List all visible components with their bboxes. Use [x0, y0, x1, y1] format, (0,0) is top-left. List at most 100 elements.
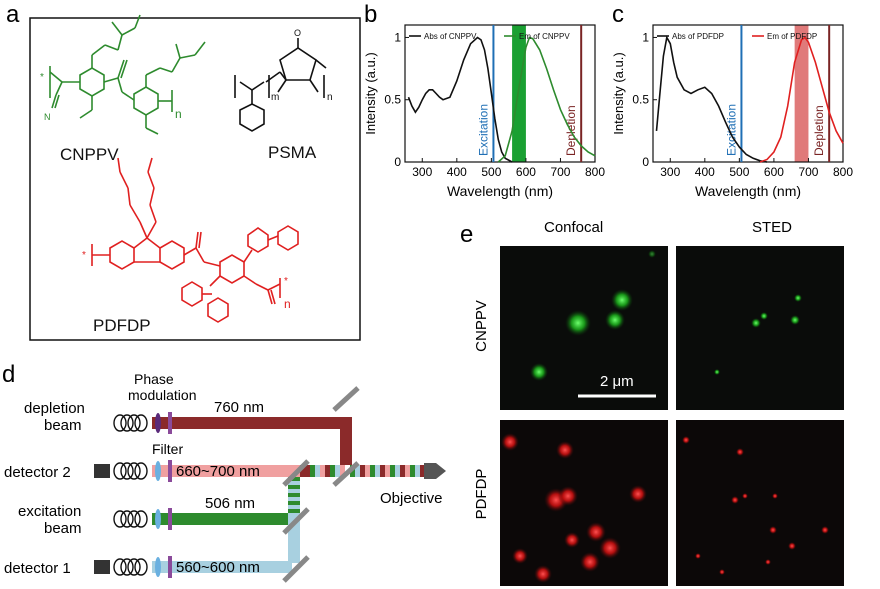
cnppv-structure: [49, 14, 206, 135]
legend-entry: Abs of CNPPV: [424, 32, 477, 41]
x-tick-label: 800: [585, 165, 605, 179]
excitation-beam-path: [152, 513, 292, 525]
dichroic-detector2: [282, 459, 310, 487]
image-sted-cnppv: [676, 246, 844, 410]
spots-sted-cnppv: [714, 294, 802, 375]
legend-entry: Em of CNPPV: [519, 32, 570, 41]
cnppv-nitrile-n: N: [44, 112, 51, 122]
detector1-box: [94, 560, 110, 574]
filter-detector1: [168, 556, 172, 578]
detector2-box: [94, 464, 110, 478]
fiber-coil-depletion: [113, 414, 148, 432]
detector1-beam-vertical-low: [288, 519, 300, 563]
x-tick-label: 500: [481, 165, 501, 179]
x-tick-label: 400: [447, 165, 467, 179]
filter-detector2: [168, 460, 172, 482]
pdfdp-structure: [91, 157, 299, 323]
y-tick-label: 1: [394, 30, 401, 44]
marker-label: Detection: [795, 105, 809, 156]
x-tick-label: 600: [516, 165, 536, 179]
pdfdp-label: PDFDP: [93, 316, 151, 335]
panel-letter-b: b: [364, 1, 377, 28]
pdfdp-subscript-n: n: [284, 297, 291, 311]
phase-plate: [155, 413, 161, 433]
psma-n: n: [327, 92, 333, 103]
mirror-detector1: [282, 555, 310, 583]
pdfdp-star-left: *: [82, 250, 86, 261]
plot-frame: [404, 24, 596, 163]
plot-frame: [652, 24, 844, 163]
marker-label: Detection: [512, 105, 526, 156]
filter-excitation: [168, 508, 172, 530]
mirror-depletion: [332, 386, 360, 412]
fiber-coil-excitation: [113, 510, 148, 528]
scale-bar-label: 2 μm: [600, 373, 634, 390]
series-line: [759, 36, 844, 163]
psma-label: PSMA: [268, 143, 317, 162]
y-tick-label: 1: [642, 30, 649, 44]
excitation-label-line2: beam: [44, 520, 82, 537]
x-axis-label: Wavelength (nm): [447, 183, 553, 199]
objective-lens: [424, 463, 446, 479]
wavelength-506: 506 nm: [205, 495, 255, 512]
excitation-label-line1: excitation: [18, 503, 81, 520]
series-line: [497, 36, 596, 163]
cnppv-star: *: [40, 72, 44, 83]
marker-label: Excitation: [476, 104, 490, 156]
x-tick-label: 800: [833, 165, 853, 179]
y-tick-label: 0: [394, 155, 401, 169]
legend-entry: Em of PDFDP: [767, 32, 817, 41]
y-axis-label: Intensity (a.u.): [363, 52, 378, 134]
series-line: [407, 36, 513, 163]
x-tick-label: 300: [412, 165, 432, 179]
detection-band: [512, 25, 526, 162]
depletion-label-line2: beam: [44, 417, 82, 434]
chart-c: Excitation Detection Depletion Abs of PDFDP…: [611, 24, 853, 199]
detection-band: [794, 25, 809, 162]
x-tick-label: 300: [660, 165, 680, 179]
filter-label: Filter: [152, 441, 183, 457]
detector1-beam-path: [152, 561, 292, 573]
pdfdp-star-right: *: [284, 276, 288, 287]
x-tick-label: 700: [798, 165, 818, 179]
confocal-label: Confocal: [544, 219, 603, 236]
wavelength-560-600: 560~600 nm: [176, 559, 260, 576]
detector2-label: detector 2: [4, 464, 71, 481]
panel-letter-e: e: [460, 221, 473, 248]
cnppv-label: CNPPV: [60, 145, 119, 164]
series-line: [655, 35, 768, 163]
filter-depletion: [168, 412, 172, 434]
legend-entry: Abs of PDFDP: [672, 32, 724, 41]
cnppv-subscript-n: n: [175, 107, 182, 121]
panel-letter-d: d: [2, 361, 15, 388]
x-tick-label: 600: [764, 165, 784, 179]
wavelength-660-700: 660~700 nm: [176, 463, 260, 480]
lens-excitation: [155, 509, 161, 529]
depletion-label-line1: depletion: [24, 400, 85, 417]
psma-oxygen: O: [294, 28, 301, 38]
y-tick-label: 0.5: [632, 93, 649, 107]
sted-label: STED: [752, 219, 792, 236]
row-label-cnppv: CNPPV: [473, 300, 490, 352]
psma-structure: [234, 38, 327, 132]
depletion-beam-path: [152, 417, 352, 429]
combined-beam: [300, 465, 425, 477]
phase-label-line1: Phase: [134, 371, 174, 387]
lens-detector1: [155, 557, 161, 577]
panel-a-frame: [29, 17, 361, 341]
phase-label-line2: modulation: [128, 387, 197, 403]
detector1-label: detector 1: [4, 560, 71, 577]
x-tick-label: 700: [550, 165, 570, 179]
spots-confocal-cnppv: [530, 250, 656, 381]
panel-letter-c: c: [612, 1, 624, 28]
dichroic-depletion: [332, 461, 360, 487]
x-tick-label: 400: [695, 165, 715, 179]
spots-sted-pdfdp: [682, 436, 829, 575]
fiber-coil-detector1: [113, 558, 148, 576]
psma-m: m: [271, 92, 279, 103]
excitation-dichroic-link: [288, 477, 300, 513]
y-tick-label: 0: [642, 155, 649, 169]
depletion-beam-vertical: [340, 417, 352, 465]
y-axis-label: Intensity (a.u.): [611, 52, 626, 134]
